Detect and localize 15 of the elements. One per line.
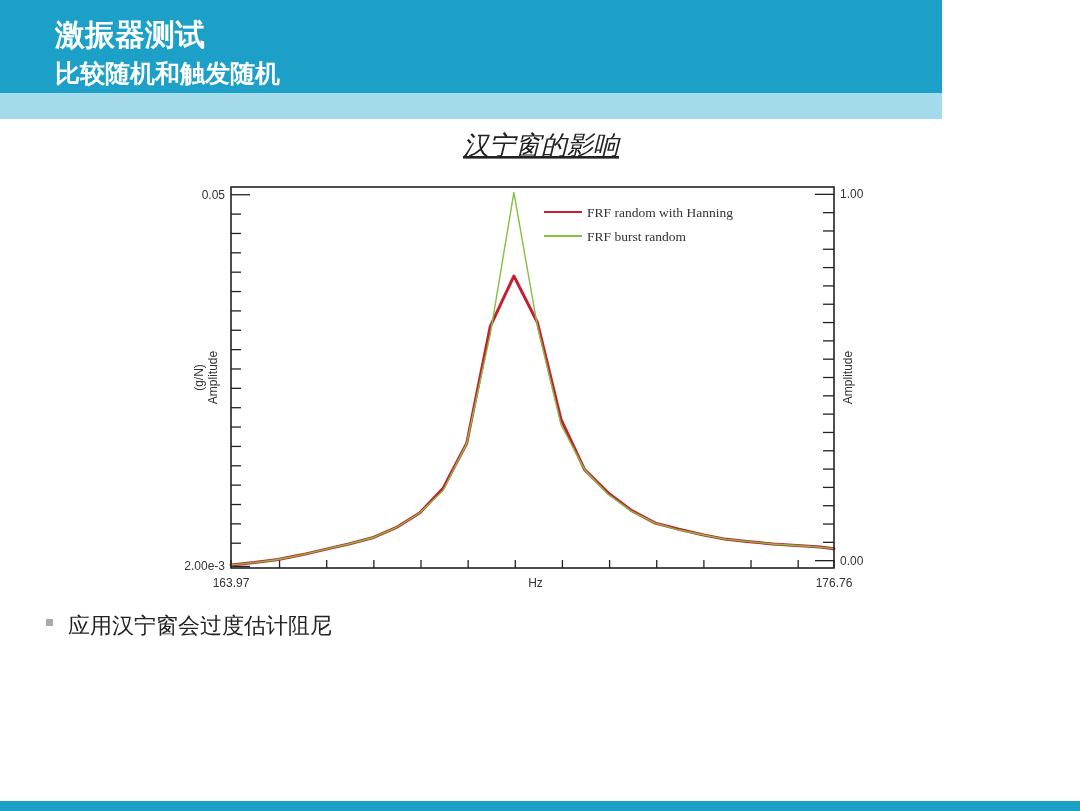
x-axis-title: Hz	[528, 576, 543, 590]
chart-subtitle: 比较随机和触发随机	[55, 59, 280, 87]
y2-axis-title: Amplitude	[841, 350, 855, 405]
text: 汉宁窗的影响	[463, 130, 621, 160]
x-tick-label: 163.97	[212, 576, 250, 590]
y2-tick-label: 1.00	[840, 187, 864, 202]
y-axis-title: (g/N) Amplitude	[192, 350, 220, 405]
text: 应用汉宁窗会过度估计阻尼	[68, 613, 332, 638]
y2-tick-label: 0.00	[840, 553, 864, 568]
y-tick-label: 0.05	[201, 187, 226, 202]
legend-label: FRF random with Hanning	[587, 204, 734, 220]
x-tick-label: 176.76	[815, 576, 853, 590]
legend-label: FRF burst random	[587, 228, 687, 244]
y-tick-label: 2.00e-3	[184, 559, 226, 574]
chart-title: 激振器测试	[54, 18, 205, 51]
